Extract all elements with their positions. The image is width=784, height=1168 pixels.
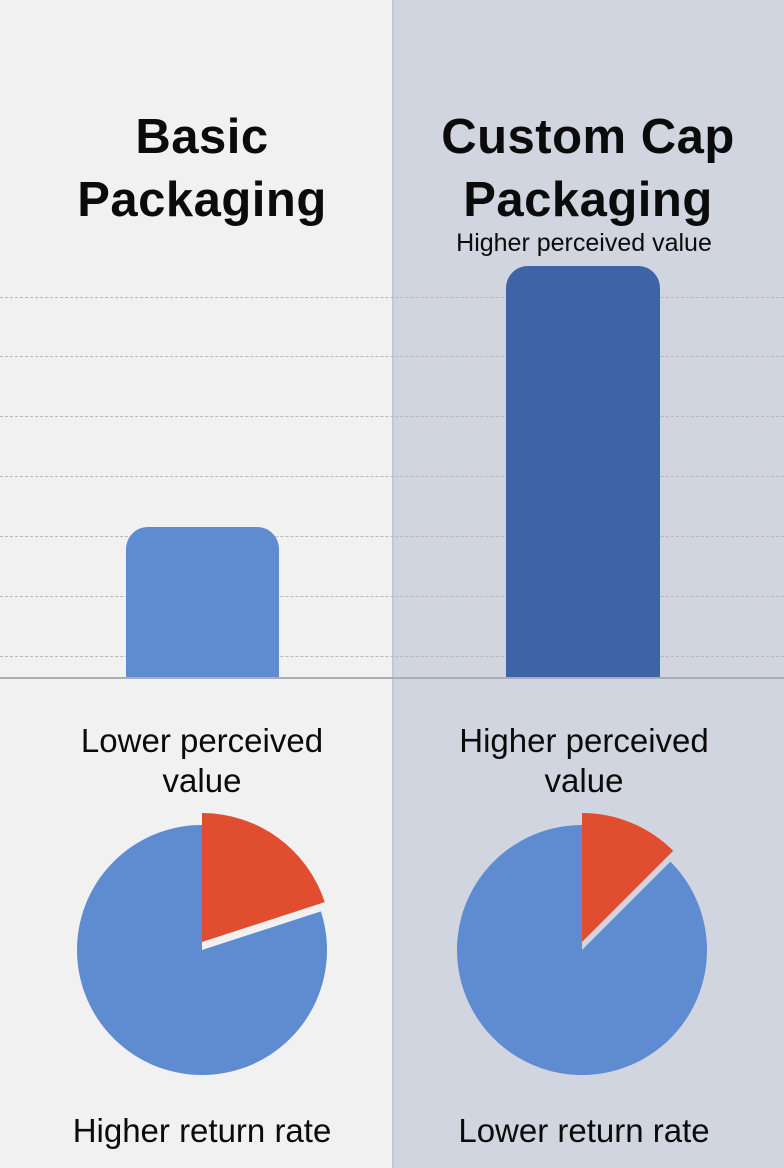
basic-return-label: Higher return rate (72, 1112, 332, 1149)
basic-packaging-bar (126, 527, 279, 678)
title-line-2: Packaging (77, 173, 327, 227)
gridline (0, 596, 784, 597)
gridline (0, 656, 784, 657)
gridline (0, 297, 784, 298)
gridline (0, 536, 784, 537)
custom-value-label: Higher perceived value (388, 721, 780, 801)
gridline (0, 476, 784, 477)
title-line-1: Basic (135, 110, 269, 164)
pie-slice-kept (77, 825, 327, 1075)
title-line-1: Custom Cap (441, 110, 735, 164)
label-line-1: Higher perceived (459, 722, 709, 759)
chart-baseline (0, 677, 784, 679)
custom-cap-packaging-title: Custom Cap Packaging (392, 106, 784, 232)
custom-cap-packaging-bar (506, 266, 660, 678)
custom-return-label: Lower return rate (458, 1112, 710, 1149)
pie-slice-returned (582, 813, 674, 942)
pie-slice-kept (457, 825, 707, 1075)
label-line-2: value (162, 762, 242, 799)
custom-bar-caption: Higher perceived value (456, 229, 712, 257)
basic-return-pie (77, 813, 327, 1075)
pie-slice-returned (202, 813, 325, 942)
basic-packaging-title: Basic Packaging (6, 106, 398, 232)
label-line-1: Lower perceived (80, 722, 324, 759)
gridline (0, 416, 784, 417)
title-line-2: Packaging (463, 173, 713, 227)
gridline (0, 356, 784, 357)
basic-value-label: Lower perceived value (6, 721, 398, 801)
custom-return-pie (457, 813, 707, 1075)
label-line-2: value (544, 762, 624, 799)
